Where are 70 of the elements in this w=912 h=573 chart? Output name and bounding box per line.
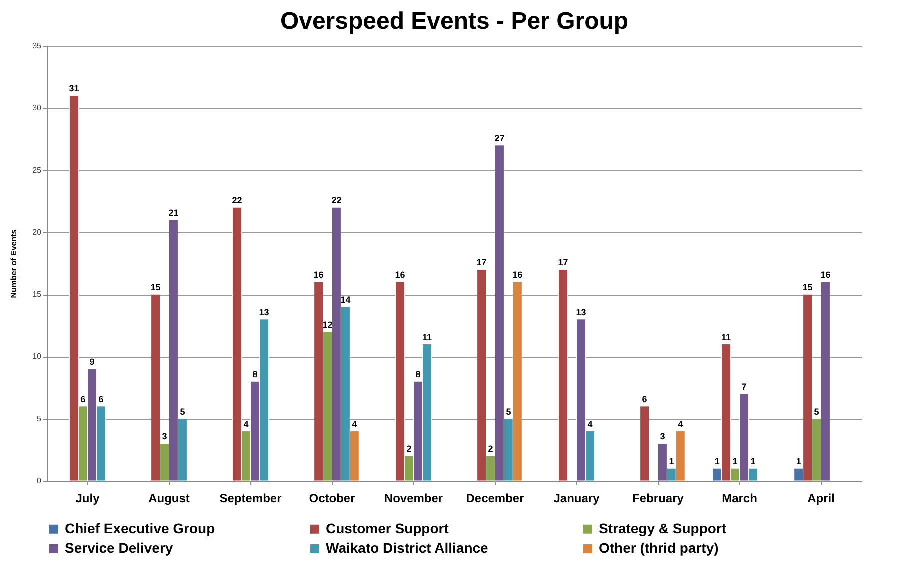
bar [558,269,568,482]
data-label: 17 [558,258,568,268]
data-label: 9 [90,357,95,368]
data-label: 16 [820,270,831,280]
x-tick-label: November [384,492,444,506]
data-label: 22 [232,196,242,206]
data-label: 16 [395,270,406,280]
x-tick-label: February [632,492,684,506]
x-tick-label: August [148,492,190,506]
data-label: 17 [476,258,487,268]
data-label: 14 [340,295,351,305]
data-label: 4 [352,419,358,430]
data-label: 16 [314,270,324,280]
x-tick-label: April [808,492,835,506]
data-label: 8 [416,370,421,380]
legend-label: Strategy & Support [599,520,727,536]
data-label: 8 [252,370,258,380]
data-label: 21 [168,208,179,218]
data-label: 4 [588,419,593,430]
data-label: 22 [332,196,342,206]
y-tick-label: 5 [37,414,42,424]
data-label: 16 [512,270,523,280]
y-tick-label: 30 [32,104,42,113]
data-label: 27 [494,133,505,144]
y-tick-label: 15 [32,290,42,300]
data-label: 3 [660,432,666,442]
legend-label: Customer Support [326,520,450,536]
data-label: 1 [796,456,802,467]
data-label: 15 [150,282,161,293]
data-label: 2 [406,444,412,454]
y-tick-label: 0 [37,476,42,486]
data-label: 31 [69,84,80,94]
x-tick-label: October [309,492,356,506]
data-label: 6 [98,394,104,404]
data-label: 1 [750,456,756,467]
legend-label: Waikato District Alliance [326,540,489,556]
data-label: 13 [576,307,586,318]
x-tick-label: January [554,492,600,506]
y-tick-label: 20 [32,228,42,237]
data-label: 1 [669,456,674,467]
x-tick-label: September [220,492,282,506]
legend-label: Service Delivery [65,540,174,556]
data-label: 12 [322,320,333,330]
data-label: 7 [742,382,747,392]
data-label: 13 [259,307,270,318]
data-label: 4 [678,419,684,430]
data-label: 15 [802,282,813,293]
legend-label: Chief Executive Group [65,520,216,536]
data-label: 5 [814,406,820,417]
data-label: 6 [642,394,648,404]
data-label: 4 [244,419,249,430]
y-axis-title: Number of Events [10,229,19,298]
data-label: 6 [80,394,86,404]
data-label: 11 [722,332,732,342]
data-label: 5 [506,406,512,417]
y-tick-label: 25 [32,166,42,175]
data-label: 1 [732,456,738,467]
bar [640,406,650,482]
data-label: 5 [180,406,186,417]
data-label: 1 [714,456,720,467]
data-label: 11 [422,332,432,342]
y-tick-label: 35 [32,42,42,50]
legend-label: Other (thrid party) [599,540,719,556]
x-tick-label: December [466,492,525,506]
chart-title: Overspeed Events - Per Group [280,8,629,35]
data-label: 3 [162,432,168,442]
y-tick-label: 10 [32,352,42,362]
x-tick-label: July [76,492,100,506]
data-label: 2 [488,444,494,454]
x-tick-label: March [722,492,758,506]
